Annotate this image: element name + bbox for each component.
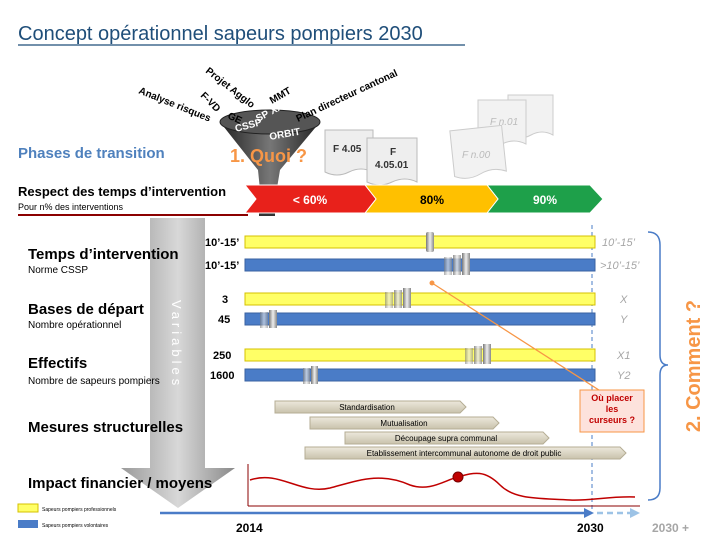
measure-label: Standardisation xyxy=(339,403,395,412)
question-text: curseurs ? xyxy=(589,415,635,425)
timeline-label: 2014 xyxy=(236,521,263,535)
legend-label: Sapeurs pompiers volontaires xyxy=(42,523,109,529)
volunteer-bar xyxy=(245,259,595,271)
row-target: 10’-15’ xyxy=(602,237,636,249)
document-label: F xyxy=(390,147,396,158)
phases-label: Phases de transition xyxy=(18,145,165,162)
question-connector-end xyxy=(430,281,435,286)
slide: Concept opérationnel sapeurs pompiers 20… xyxy=(0,0,715,537)
phase-step: 80% xyxy=(420,193,444,207)
row-target: Y xyxy=(620,314,628,326)
cursor xyxy=(269,310,277,328)
volunteer-bar xyxy=(245,369,595,381)
timeline-label: 2030 xyxy=(577,521,604,535)
row-value: 45 xyxy=(218,314,230,326)
row-target: X xyxy=(619,294,628,306)
question-text: les xyxy=(606,404,619,414)
respect-subtitle: Pour n% des interventions xyxy=(18,202,124,212)
funnel-label: 1. Quoi ? xyxy=(230,146,307,166)
measure-label: Découpage supra communal xyxy=(395,434,498,443)
cursor xyxy=(385,292,393,308)
legend-label: Sapeurs pompiers professionnels xyxy=(42,507,117,513)
cursor xyxy=(474,346,482,364)
document-label: F 4.05 xyxy=(333,144,362,155)
impact-marker xyxy=(453,472,463,482)
cursor xyxy=(453,255,461,275)
row-title: Temps d’intervention xyxy=(28,246,179,263)
row-subtitle: Nombre de sapeurs pompiers xyxy=(28,376,160,387)
legend-swatch xyxy=(18,520,38,528)
cursor xyxy=(465,348,473,364)
row-target: X1 xyxy=(616,350,630,362)
cursor xyxy=(483,344,491,364)
title: Concept opérationnel sapeurs pompiers 20… xyxy=(18,23,423,45)
measure-label: Mutualisation xyxy=(380,419,427,428)
cursor xyxy=(426,232,434,252)
phase-step: 90% xyxy=(533,193,557,207)
row-value: 10’-15’ xyxy=(205,237,239,249)
measures-title: Mesures structurelles xyxy=(28,419,183,436)
row-title: Effectifs xyxy=(28,355,87,372)
row-target: Y2 xyxy=(617,370,630,382)
phase-step: < 60% xyxy=(293,193,328,207)
variables-label: Variables xyxy=(169,300,184,389)
row-value: 250 xyxy=(213,350,231,362)
cursor xyxy=(394,290,402,308)
professional-bar xyxy=(245,349,595,361)
row-value: 10’-15’ xyxy=(205,260,239,272)
row-subtitle: Norme CSSP xyxy=(28,265,88,276)
measure-label: Etablissement intercommunal autonome de … xyxy=(367,449,562,458)
professional-bar xyxy=(245,293,595,305)
row-value: 1600 xyxy=(210,370,234,382)
legend-swatch xyxy=(18,504,38,512)
cursor xyxy=(303,368,310,384)
respect-title: Respect des temps d’intervention xyxy=(18,184,226,199)
cursor xyxy=(311,366,318,384)
document-label: 4.05.01 xyxy=(375,160,409,171)
cursor xyxy=(403,288,411,308)
document-label: F n.00 xyxy=(462,150,491,161)
phase-arrows: < 60% 80% 90% xyxy=(245,185,603,213)
timeline-label: 2030 + xyxy=(652,521,689,535)
impact-title: Impact financier / moyens xyxy=(28,475,212,492)
comment-label: 2. Comment ? xyxy=(683,300,705,432)
cursor xyxy=(260,312,268,328)
cursor xyxy=(462,253,470,275)
row-title: Bases de départ xyxy=(28,301,144,318)
row-value: 3 xyxy=(222,294,228,306)
row-target: >10’-15’ xyxy=(600,260,640,272)
volunteer-bar xyxy=(245,313,595,325)
professional-bar xyxy=(245,236,595,248)
cursor xyxy=(444,257,452,275)
row-subtitle: Nombre opérationnel xyxy=(28,320,121,331)
question-text: Où placer xyxy=(591,393,633,403)
